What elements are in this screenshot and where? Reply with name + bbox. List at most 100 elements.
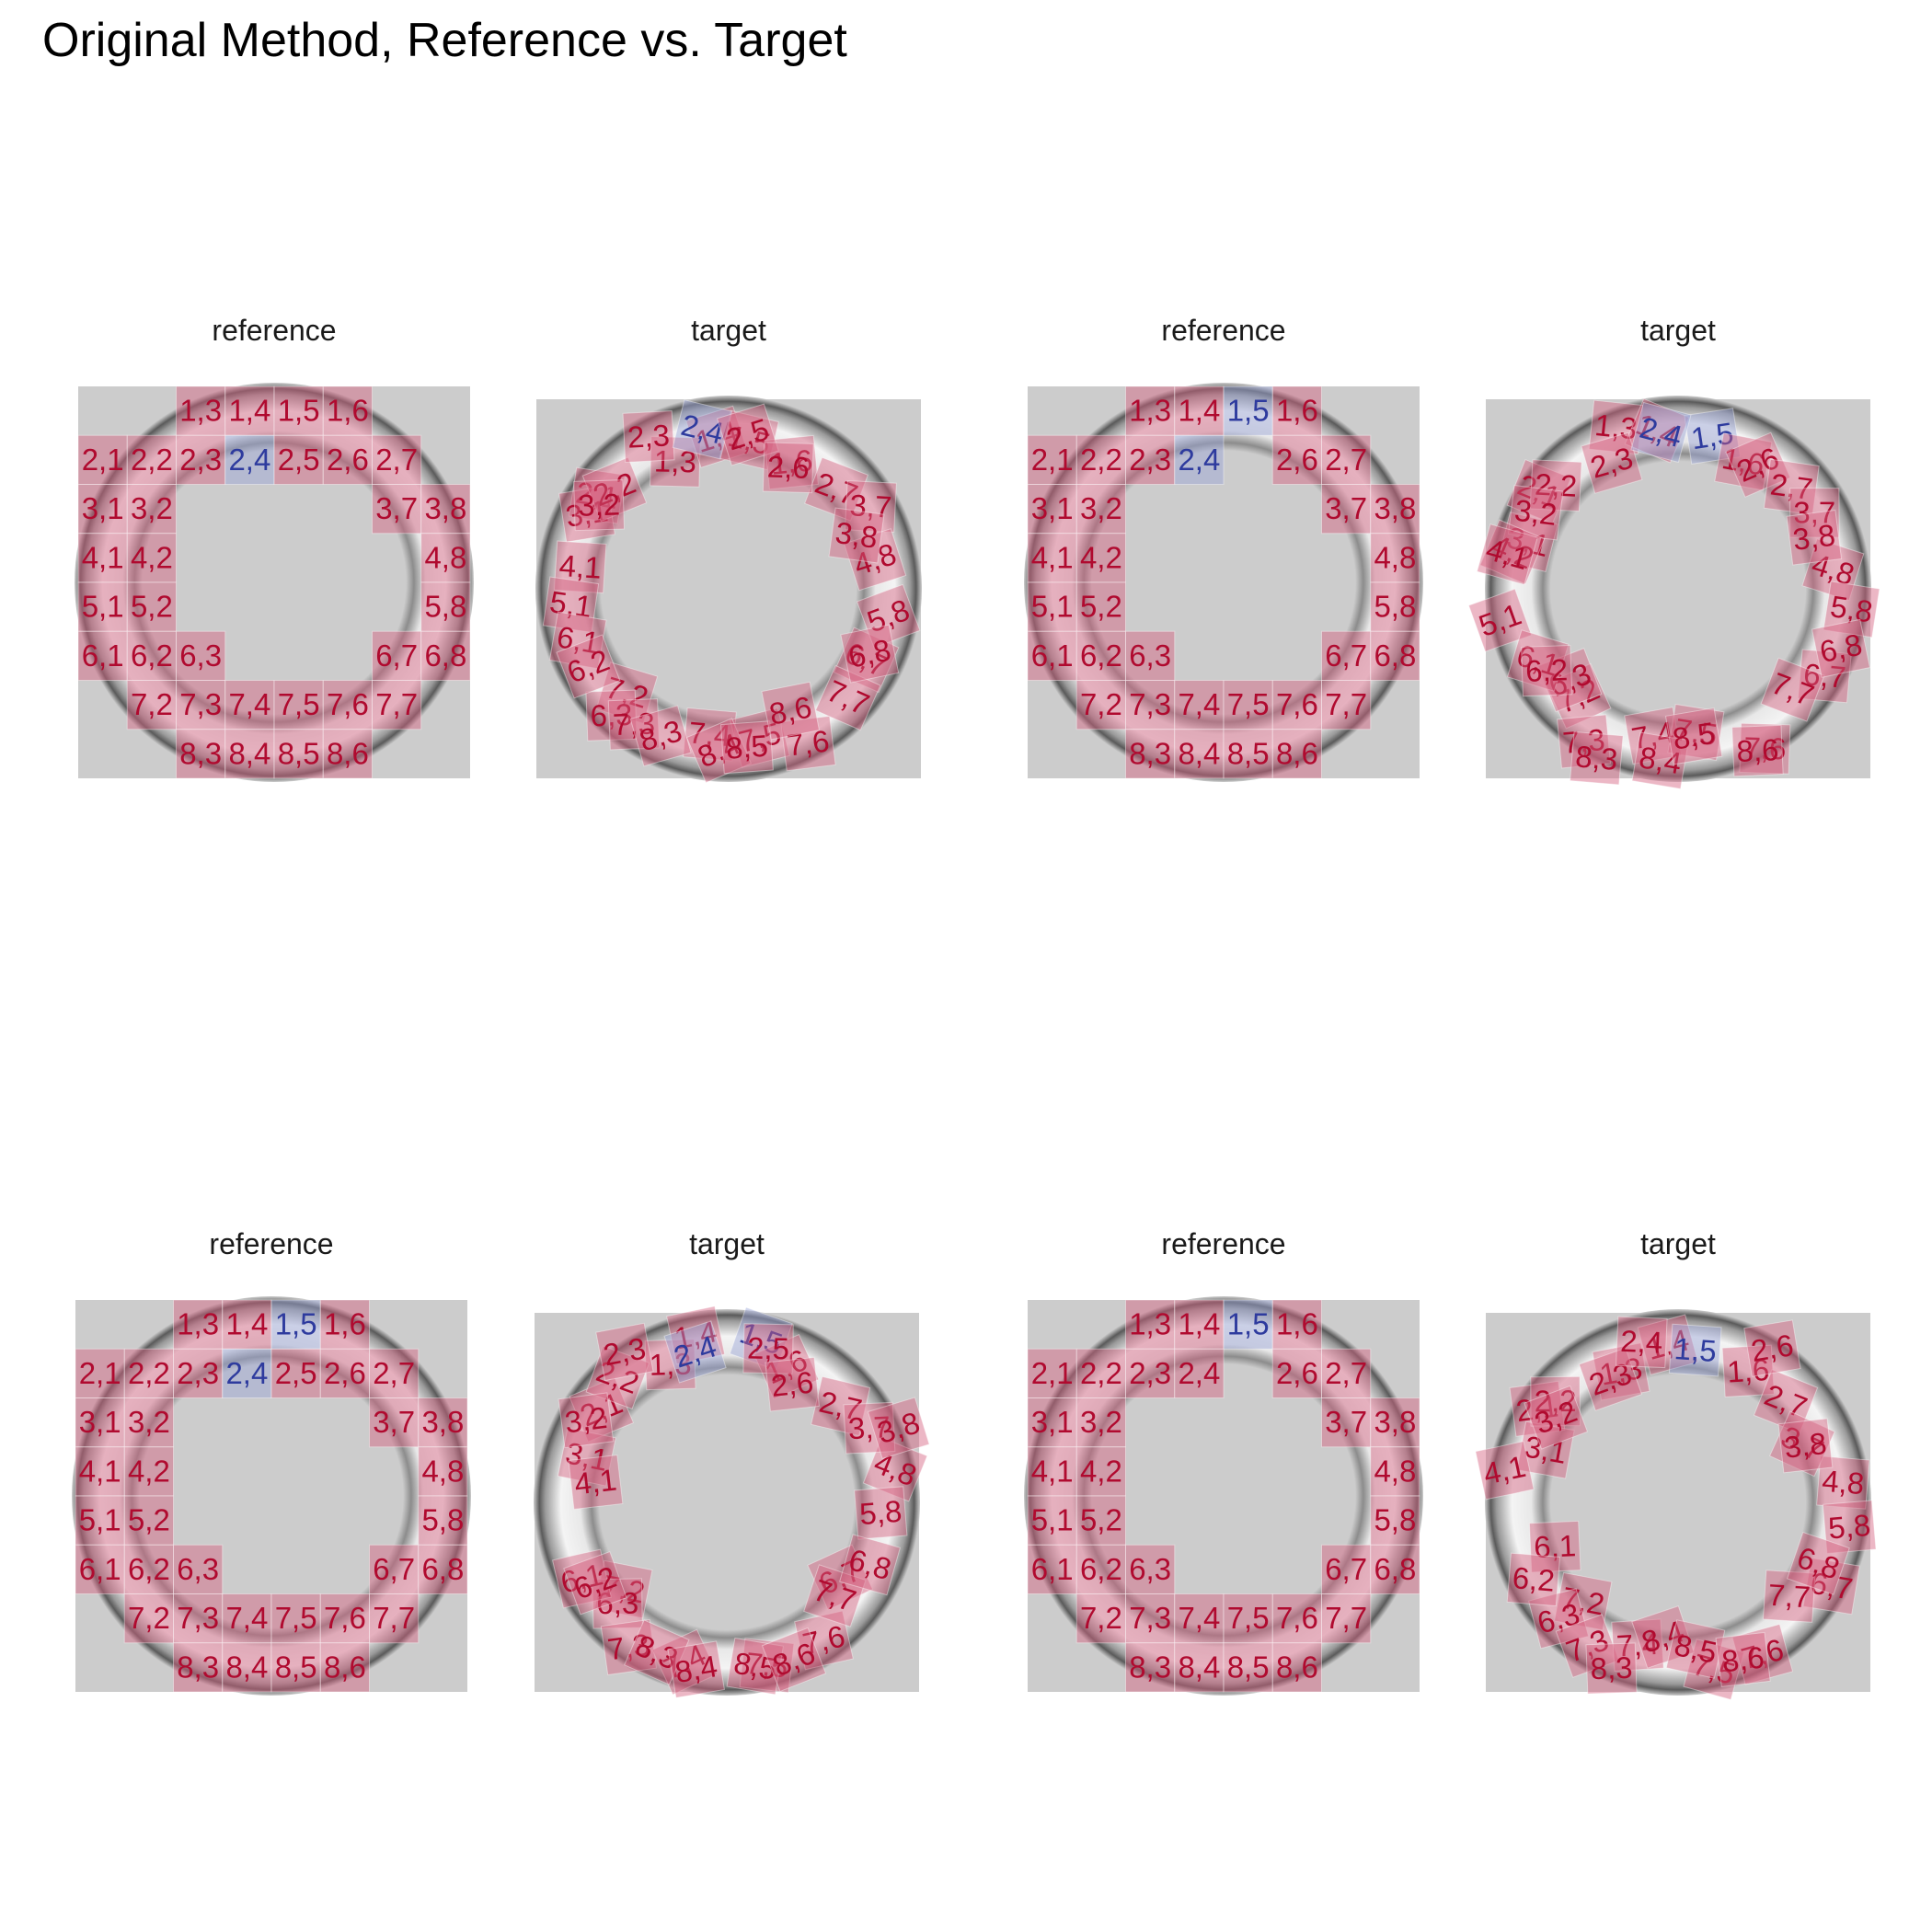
target-cell: 5,1 <box>1467 588 1533 652</box>
reference-cell: 6,2 <box>126 630 177 681</box>
reference-cell: 6,1 <box>1027 630 1077 681</box>
target-cell: 8,5 <box>719 720 774 775</box>
reference-cell-label: 3,1 <box>82 491 124 525</box>
target-cell: 1,6 <box>753 1333 820 1400</box>
target-cell-label: 1,3 <box>649 1347 692 1382</box>
reference-cell: 8,5 <box>1223 729 1273 779</box>
target-cell: 6,1 <box>1528 1520 1581 1573</box>
reference-cell: 3,2 <box>1075 1397 1126 1448</box>
reference-cell: 5,8 <box>1370 1495 1420 1546</box>
reference-cell: 8,3 <box>176 729 226 779</box>
target-cell: 3,1 <box>1497 512 1558 573</box>
target-cell: 8,6 <box>1715 1631 1771 1688</box>
target-cell: 7,5 <box>729 707 790 768</box>
reference-cell: 3,2 <box>126 484 177 535</box>
target-cell-label: 1,6 <box>1719 441 1767 482</box>
reference-cell-label: 1,3 <box>1129 394 1171 428</box>
target-cell: 5,8 <box>854 1486 908 1540</box>
target-cell: 1,3 <box>644 1339 696 1391</box>
reference-cell-label: 4,2 <box>128 1454 170 1488</box>
reference-cell-label: 7,4 <box>225 1601 268 1635</box>
reference-cell: 7,3 <box>173 1593 224 1644</box>
reference-cell-label: 5,2 <box>1080 1503 1122 1537</box>
reference-cell-label: 7,2 <box>131 687 173 721</box>
target-cell-label: 2,7 <box>1768 466 1814 506</box>
target-cell-label: 8,4 <box>1637 740 1684 780</box>
reference-cell: 6,3 <box>173 1544 224 1594</box>
reference-panel: reference 1,3 1,4 1,5 1,6 2,1 2,2 2,3 2,4 2,5 2,6 2… <box>72 1227 471 1696</box>
reference-cell-label: 2,7 <box>1325 443 1367 477</box>
target-cell-label: 1,5 <box>1673 1331 1718 1368</box>
reference-cell: 1,4 <box>1174 385 1225 436</box>
reference-cell-label: 6,1 <box>82 638 124 673</box>
target-cell: 2,4 <box>1616 1316 1668 1369</box>
reference-cell-label: 2,1 <box>1031 443 1074 477</box>
target-cell: 7,6 <box>780 715 836 772</box>
target-ring-scan <box>1485 1309 1871 1696</box>
target-cell: 7,3 <box>607 698 661 751</box>
reference-cell-label: 2,3 <box>1129 1356 1171 1390</box>
target-cell-label: 3,8 <box>1783 1426 1829 1465</box>
reference-panel: reference 1,3 1,4 1,5 1,6 2,1 2,2 2,3 2,4 2,5 2,6 2… <box>75 314 474 782</box>
reference-panel-title: reference <box>1161 1227 1285 1260</box>
target-cell: 6,7 <box>1797 649 1852 704</box>
reference-cell-label: 2,2 <box>128 1356 170 1390</box>
reference-cell-label: 6,1 <box>79 1552 121 1586</box>
reference-cell-label: 3,1 <box>1031 491 1074 525</box>
reference-cell: 6,1 <box>77 630 128 681</box>
reference-panel-title: reference <box>212 314 336 347</box>
target-cell: 1,6 <box>1721 1344 1775 1397</box>
reference-cell-label: 6,3 <box>1129 638 1171 673</box>
reference-cell-label: 7,5 <box>278 687 320 721</box>
reference-cell-label: 4,1 <box>1031 540 1074 574</box>
reference-cell-label: 8,6 <box>1276 1650 1318 1684</box>
reference-cell: 7,6 <box>1271 680 1322 730</box>
reference-cell: 2,1 <box>1027 1348 1077 1398</box>
reference-cell-label: 7,4 <box>228 687 270 721</box>
reference-cell-label: 2,5 <box>275 1356 317 1390</box>
reference-cell-label: 4,1 <box>1031 1454 1074 1488</box>
target-cell: 2,4 <box>663 1320 727 1384</box>
reference-cell: 8,6 <box>319 1642 370 1693</box>
reference-cell: 8,3 <box>173 1642 224 1693</box>
target-panel-title: target <box>1640 314 1716 347</box>
reference-ring-scan <box>72 1296 471 1696</box>
reference-cell: 6,8 <box>418 1544 468 1594</box>
target-cell: 1,4 <box>1624 397 1690 464</box>
target-cell: 2,7 <box>811 1375 871 1436</box>
reference-cell-label: 2,3 <box>177 1356 219 1390</box>
reference-cell: 2,5 <box>273 434 324 485</box>
target-cell: 2,3 <box>622 410 675 464</box>
target-cell: 1,3 <box>1592 1342 1650 1401</box>
reference-cell-label: 4,1 <box>79 1454 121 1488</box>
reference-cell: 8,3 <box>1125 1642 1176 1693</box>
target-cell-label: 8,5 <box>731 1646 778 1686</box>
reference-cell-label: 7,7 <box>373 1601 415 1635</box>
target-cell-label: 3,8 <box>834 515 880 555</box>
target-cell: 6,3 <box>585 689 638 742</box>
reference-cell: 2,6 <box>1271 434 1322 485</box>
reference-cell: 2,3 <box>1125 1348 1176 1398</box>
reference-cell-label: 8,5 <box>1227 736 1270 770</box>
target-cell-label: 1,6 <box>1726 1352 1770 1389</box>
target-cell: 6,2 <box>1521 644 1573 697</box>
reference-cell-label: 5,8 <box>424 590 466 624</box>
reference-cell: 3,8 <box>1370 1397 1420 1448</box>
reference-cell: 1,6 <box>1271 1299 1322 1350</box>
target-cell: 6,8 <box>1811 618 1871 678</box>
target-cell-label: 5,1 <box>547 584 594 624</box>
target-cell: 1,4 <box>685 405 749 468</box>
reference-cell: 3,8 <box>1370 484 1420 535</box>
target-cell-label: 3,2 <box>578 487 621 522</box>
target-cell: 1,5 <box>1684 408 1742 465</box>
reference-cell-label: 3,7 <box>375 491 418 525</box>
target-cell: 1,5 <box>1668 1323 1722 1377</box>
reference-cell-label: 2,4 <box>1178 1356 1220 1390</box>
reference-cell-label: 7,6 <box>1276 687 1318 721</box>
reference-cell-label: 3,1 <box>1031 1405 1074 1439</box>
target-cell: 1,6 <box>1714 432 1773 491</box>
target-cell-label: 7,2 <box>600 1569 648 1610</box>
target-cell-label: 5,8 <box>1828 589 1875 629</box>
reference-cell: 8,5 <box>270 1642 321 1693</box>
target-cell-label: 1,6 <box>769 443 814 480</box>
